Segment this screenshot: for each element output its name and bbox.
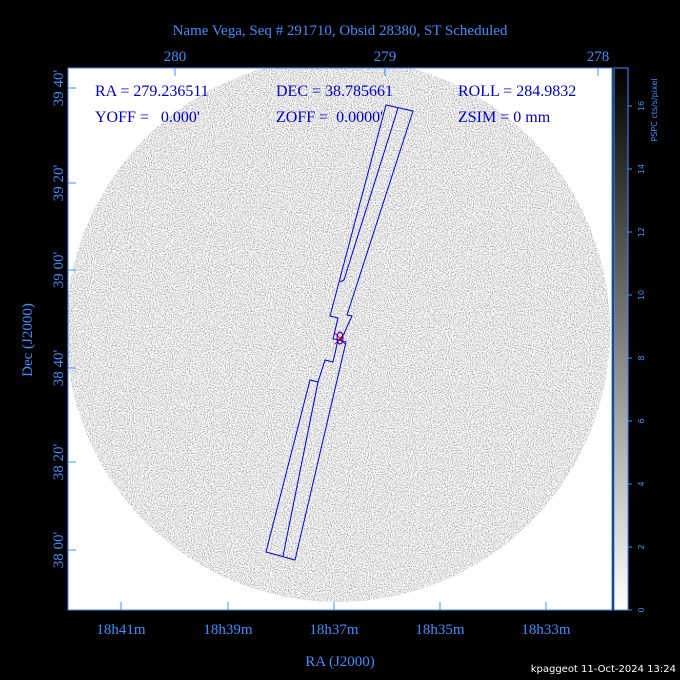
header-roll: ROLL = 284.9832 — [458, 83, 576, 100]
target-ring — [336, 331, 344, 345]
top-tick-label: 279 — [374, 49, 397, 65]
header-zoff: ZOFF = 0.0000' — [276, 109, 383, 126]
header-yoff: YOFF = 0.000' — [95, 109, 200, 126]
header-zsim: ZSIM = 0 mm — [458, 109, 551, 126]
y-tick-label: 38 00' — [51, 531, 67, 568]
header-ra: RA = 279.236511 — [95, 83, 209, 100]
title: Name Vega, Seq # 291710, Obsid 28380, ST… — [173, 23, 508, 39]
y-tick-label: 39 00' — [51, 251, 67, 288]
target-marker — [334, 332, 346, 345]
colorbar-tick-label: 12 — [637, 227, 646, 237]
sky-noise — [68, 68, 610, 602]
header-dec: DEC = 38.785661 — [276, 83, 393, 100]
x-tick-label: 18h39m — [203, 622, 253, 638]
colorbar-tick-label: 14 — [637, 164, 646, 174]
top-tick-label: 280 — [164, 49, 187, 65]
colorbar-tick-label: 2 — [637, 544, 646, 549]
colorbar-tick-label: 8 — [637, 355, 646, 360]
frame — [67, 67, 613, 611]
y-tick-label: 38 20' — [51, 443, 67, 480]
x-tick-label: 18h35m — [415, 622, 465, 638]
y-tick-label: 39 20' — [51, 164, 67, 201]
x-tick-label: 18h37m — [309, 622, 359, 638]
y-tick-label: 39 40' — [51, 69, 67, 106]
colorbar — [613, 67, 629, 611]
colorbar-tick-label: 0 — [637, 607, 646, 612]
x-axis-label: RA (J2000) — [305, 654, 375, 670]
x-tick-label: 18h33m — [521, 622, 571, 638]
colorbar-label: PSPC cts/s/pixel — [650, 78, 659, 141]
footer: kpaggeot 11-Oct-2024 13:24 — [531, 664, 676, 675]
x-tick-label: 18h41m — [96, 622, 146, 638]
y-axis-label: Dec (J2000) — [20, 303, 36, 377]
top-tick-label: 278 — [587, 49, 610, 65]
colorbar-tick-label: 4 — [637, 481, 646, 486]
colorbar-tick-label: 6 — [637, 418, 646, 423]
colorbar-tick-label: 10 — [637, 290, 646, 300]
colorbar-tick-label: 16 — [637, 101, 646, 111]
y-tick-label: 38 40' — [51, 349, 67, 386]
